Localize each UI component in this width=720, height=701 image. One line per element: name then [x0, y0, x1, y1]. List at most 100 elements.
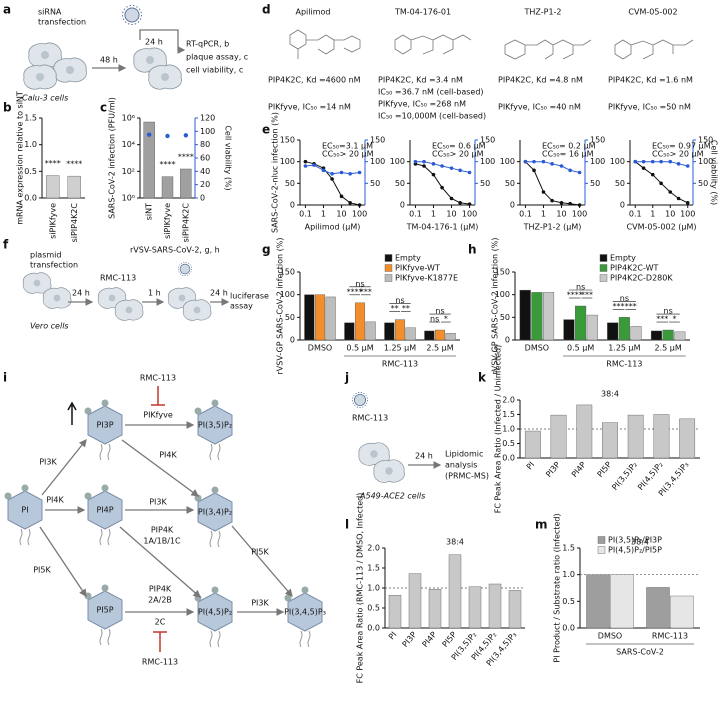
bar: [662, 329, 674, 341]
virus-icon: [122, 5, 142, 25]
bar: [388, 595, 402, 629]
y-tick-label: 100: [610, 157, 625, 166]
readout: plaque assay, c: [186, 53, 248, 62]
panel-label: m: [535, 518, 548, 532]
inhibitor-label: RMC-113: [142, 658, 178, 667]
y-tick-label: 150: [495, 268, 510, 277]
point: [633, 159, 638, 164]
cell-icon: [42, 287, 72, 309]
bar: [314, 294, 326, 341]
readout: cell viability, c: [186, 66, 243, 75]
delay: 24 h: [415, 452, 433, 461]
cell-icon: [148, 64, 183, 90]
annotation: CC₅₀> 20 µM: [322, 150, 374, 159]
enzyme-label: 2C: [155, 618, 166, 627]
group-label: RMC-113: [606, 360, 642, 369]
bar: [304, 294, 315, 341]
legend-label: PI(3,5)P₂/PI3P: [608, 536, 662, 545]
virus: rVSV-SARS-CoV-2, g, h: [130, 246, 220, 255]
lipid-node: [84, 584, 123, 646]
y-tick-label: 1.5: [502, 410, 515, 419]
delay: 24 h: [210, 289, 228, 298]
bar: [384, 322, 395, 341]
enzyme-label: 1A/1B/1C: [143, 537, 181, 546]
bar: [468, 586, 482, 629]
lipid-node: [84, 484, 123, 546]
significance-label: *: [672, 315, 676, 324]
y-tick-label: 100: [280, 290, 295, 299]
bar: [679, 418, 696, 459]
bar: [428, 589, 442, 629]
y2-tick-label: 50: [370, 179, 380, 188]
y-tick-label: 0.5: [24, 167, 37, 176]
lipid-node: [194, 586, 233, 648]
lipid-node: [84, 399, 123, 461]
bar: [650, 330, 662, 341]
panel-label: i: [3, 371, 7, 385]
readout: Lipidomic: [445, 450, 483, 459]
chart-title: 38:4: [631, 538, 649, 547]
x-tick-label: 0.1: [629, 210, 642, 219]
x-tick-label: PI5P: [441, 630, 459, 649]
y-tick-label: 2.0: [367, 544, 380, 553]
y2-tick-label: 150: [590, 136, 605, 145]
bar: [325, 296, 336, 341]
curve: [415, 161, 470, 173]
x-tick-label: 1: [541, 210, 546, 219]
x-tick-label: siPIP4K2C: [181, 203, 190, 243]
x-tick-label: siPIKfyve: [48, 203, 57, 239]
compound-name: CVM-05-002: [628, 8, 677, 17]
compound-property: PIP4K2C, Kd =4600 nM: [268, 76, 361, 85]
lipid-node: [194, 486, 233, 548]
curve: [305, 161, 360, 206]
step: transfection: [30, 261, 78, 270]
x-tick-label: 10: [336, 210, 346, 219]
annotation: EC₅₀= 0.6 µM: [432, 142, 486, 151]
arrow: [121, 439, 200, 497]
readout: assay: [230, 302, 253, 311]
lipid-label: PI(3,5)P₂: [198, 421, 232, 430]
annotation: CC₅₀> 20 µM: [432, 150, 484, 159]
y-tick-label: 0.0: [562, 624, 575, 633]
significance-label: ***: [625, 302, 637, 311]
y-axis-label: mRNA expression relative to siNT: [16, 91, 25, 225]
y-axis-label: SARS-CoV-2-nluc infection (%): [271, 112, 280, 233]
significance-label: ***: [581, 291, 593, 300]
bar: [607, 322, 619, 341]
y-tick-label: 0.0: [367, 624, 380, 633]
bar: [46, 175, 60, 199]
y-tick-label: 10⁶: [122, 114, 135, 123]
delay: 24 h: [145, 38, 163, 47]
y-tick-label: 100: [500, 157, 515, 166]
cell-icon: [53, 57, 88, 83]
arrow: [41, 438, 87, 496]
step: transfection: [38, 18, 86, 27]
lipid-node: [194, 399, 233, 461]
y2-tick-label: 150: [370, 136, 385, 145]
y-axis-label: SARS-CoV-2 infection (PFU/ml): [108, 97, 117, 219]
y-axis-label: FC Peak Area Ratio (Infected / Uninfecte…: [494, 345, 503, 514]
enzyme-label: PIP4K: [151, 526, 174, 535]
increase-arrow: [67, 401, 77, 425]
legend-label: PI(4,5)P₂/PI5P: [608, 546, 662, 555]
enzyme-label: PI4K: [159, 451, 177, 460]
drug: RMC-113: [100, 274, 136, 283]
virus-icon: [351, 391, 369, 409]
x-tick-label: 0.5 µM: [567, 344, 594, 353]
panel-label: h: [468, 243, 477, 257]
panel-j-schematic: [351, 391, 442, 483]
lipid-label: PI4P: [96, 506, 113, 515]
lipid-label: PI(3,4)P₂: [198, 508, 232, 517]
legend-label: Empty: [610, 254, 636, 263]
x-tick-label: 0.1: [299, 210, 312, 219]
panel-label: j: [344, 371, 349, 385]
cell-icon: [114, 299, 144, 321]
arrow: [231, 525, 293, 597]
x-tick-label: 1: [321, 210, 326, 219]
arrow: [39, 526, 87, 598]
legend-swatch: [384, 274, 393, 282]
panel-label: d: [262, 3, 271, 17]
x-tick-label: 100: [352, 210, 367, 219]
curve: [305, 164, 360, 175]
